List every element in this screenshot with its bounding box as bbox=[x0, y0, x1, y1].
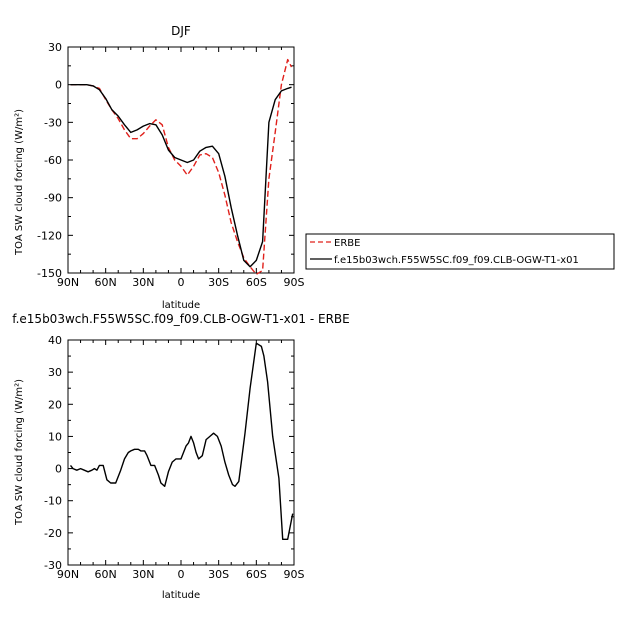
bottom-y-tick-label: -10 bbox=[44, 495, 62, 508]
top-y-tick-label: -120 bbox=[37, 229, 62, 242]
legend-box bbox=[305, 233, 615, 270]
bottom-y-tick-label: -30 bbox=[44, 559, 62, 572]
bottom-x-tick-label: 90N bbox=[57, 568, 79, 581]
top-x-tick-label: 30S bbox=[208, 276, 229, 289]
top-plot-frame bbox=[67, 46, 295, 274]
bottom-y-tick-label: 0 bbox=[55, 463, 62, 476]
top-y-tick-label: -60 bbox=[44, 154, 62, 167]
bottom-x-tick-label: 30S bbox=[208, 568, 229, 581]
bottom-y-tick-label: 20 bbox=[48, 398, 62, 411]
bottom-x-tick-label: 60N bbox=[95, 568, 117, 581]
top-x-tick-label: 60S bbox=[246, 276, 267, 289]
top-series-line-0 bbox=[70, 58, 293, 275]
bottom-x-tick-label: 30N bbox=[132, 568, 154, 581]
bottom-y-tick-label: -20 bbox=[44, 527, 62, 540]
bottom-panel: f.e15b03wch.F55W5SC.f09_f09.CLB-OGW-T1-x… bbox=[12, 312, 350, 601]
legend-label-erbe: ERBE bbox=[334, 238, 360, 249]
top-y-tick-label: -30 bbox=[44, 116, 62, 129]
top-y-axis-label: TOA SW cloud forcing (W/m²) bbox=[14, 109, 25, 256]
bottom-chart-title: f.e15b03wch.F55W5SC.f09_f09.CLB-OGW-T1-x… bbox=[12, 312, 350, 326]
top-panel: DJF TOA SW cloud forcing (W/m²) latitude… bbox=[14, 24, 305, 311]
top-y-tick-label: 30 bbox=[48, 41, 62, 54]
top-x-tick-label: 60N bbox=[95, 276, 117, 289]
legend-label-model: f.e15b03wch.F55W5SC.f09_f09.CLB-OGW-T1-x… bbox=[334, 255, 579, 266]
top-x-tick-label: 90N bbox=[57, 276, 79, 289]
top-x-tick-label: 30N bbox=[132, 276, 154, 289]
legend: ERBE f.e15b03wch.F55W5SC.f09_f09.CLB-OGW… bbox=[305, 233, 615, 270]
top-chart-title: DJF bbox=[171, 24, 191, 38]
top-y-tick-label: -90 bbox=[44, 192, 62, 205]
bottom-y-tick-label: 40 bbox=[48, 334, 62, 347]
top-y-tick-label: 0 bbox=[55, 79, 62, 92]
bottom-x-axis-label: latitude bbox=[162, 590, 200, 601]
bottom-x-tick-label: 60S bbox=[246, 568, 267, 581]
bottom-plot-frame bbox=[67, 339, 295, 566]
bottom-y-tick-label: 10 bbox=[48, 430, 62, 443]
top-x-tick-label: 0 bbox=[178, 276, 185, 289]
top-ticks: 90N 60N 30N 0 30S 60S 90S -150 -120 -90 -60 -30 0 30 bbox=[37, 41, 304, 289]
bottom-series-line-0 bbox=[69, 342, 294, 540]
bottom-x-tick-label: 0 bbox=[178, 568, 185, 581]
top-x-axis-label: latitude bbox=[162, 300, 200, 311]
top-series-group bbox=[70, 58, 293, 275]
bottom-x-tick-label: 90S bbox=[284, 568, 305, 581]
bottom-series-group bbox=[69, 342, 294, 540]
top-series-line-1 bbox=[70, 83, 292, 268]
bottom-y-tick-label: 30 bbox=[48, 366, 62, 379]
top-x-tick-label: 90S bbox=[284, 276, 305, 289]
bottom-y-axis-label: TOA SW cloud forcing (W/m²) bbox=[14, 379, 25, 526]
top-y-tick-label: -150 bbox=[37, 267, 62, 280]
